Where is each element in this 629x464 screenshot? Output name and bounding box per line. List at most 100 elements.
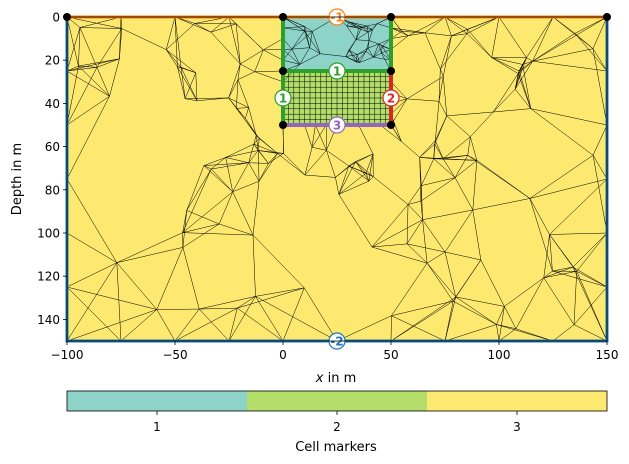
mesh-edge bbox=[116, 232, 183, 263]
colorbar-segment bbox=[427, 391, 607, 411]
mesh-edge bbox=[237, 287, 305, 309]
mesh-edge bbox=[228, 63, 241, 99]
mesh-edge bbox=[426, 262, 456, 298]
mesh-edge bbox=[433, 155, 468, 160]
x-tick-label: 150 bbox=[596, 348, 619, 362]
mesh-edge bbox=[304, 26, 310, 48]
mesh-edge bbox=[185, 98, 198, 101]
mesh-edge bbox=[240, 49, 264, 65]
mesh-edge bbox=[282, 59, 300, 65]
mesh-edge bbox=[211, 162, 249, 170]
mesh-edge bbox=[182, 210, 187, 248]
mesh-edge bbox=[526, 57, 533, 62]
mesh-edge bbox=[345, 56, 360, 63]
mesh-edge bbox=[210, 23, 237, 33]
mesh-edge bbox=[67, 58, 120, 72]
mesh-edge bbox=[232, 162, 249, 192]
mesh-edge bbox=[426, 263, 454, 302]
mesh-edge bbox=[491, 57, 520, 72]
mesh-edge bbox=[355, 31, 369, 40]
mesh-edge bbox=[236, 79, 239, 109]
mesh-edge bbox=[549, 232, 607, 235]
mesh-edge bbox=[312, 31, 321, 54]
mesh-edge bbox=[282, 64, 300, 82]
x-tick-label: −100 bbox=[51, 348, 84, 362]
mesh-edge bbox=[320, 53, 346, 57]
mesh-edge bbox=[543, 266, 574, 279]
mesh-edge bbox=[252, 234, 305, 289]
mesh-edge bbox=[109, 58, 120, 97]
mesh-edge bbox=[182, 223, 220, 233]
mesh-edge bbox=[166, 49, 196, 73]
mesh-edge bbox=[355, 54, 358, 63]
boundary-label-badge bbox=[382, 89, 400, 107]
boundary-label-text: 1 bbox=[279, 92, 287, 106]
mesh-edge bbox=[419, 157, 434, 160]
mesh-edge bbox=[446, 115, 471, 137]
mesh-edge bbox=[451, 33, 468, 37]
mesh-edge bbox=[258, 153, 278, 182]
mesh-edge bbox=[373, 56, 392, 61]
mesh-edge bbox=[517, 73, 531, 109]
mesh-edge bbox=[361, 26, 369, 33]
mesh-edge bbox=[346, 25, 362, 28]
mesh-edge bbox=[282, 26, 305, 29]
mesh-edge bbox=[311, 147, 327, 151]
mesh-edge bbox=[182, 191, 233, 233]
mesh-edge bbox=[228, 308, 238, 341]
mesh-edge bbox=[121, 28, 167, 50]
mesh-edge bbox=[371, 219, 423, 248]
boundary-label-text: -1 bbox=[330, 11, 343, 25]
mesh-edge bbox=[336, 315, 392, 341]
mesh-edge bbox=[455, 296, 497, 325]
mesh-edge bbox=[422, 219, 428, 264]
mesh-edge bbox=[116, 262, 122, 341]
mesh-edge bbox=[390, 300, 454, 341]
y-tick-label: 40 bbox=[45, 97, 60, 111]
mesh-edge bbox=[443, 136, 471, 159]
mesh-edge bbox=[514, 73, 519, 90]
mesh-edge bbox=[199, 308, 230, 341]
mesh-edge bbox=[165, 17, 176, 50]
boundary-label-text: 1 bbox=[333, 65, 341, 79]
mesh-edge bbox=[245, 107, 249, 119]
mesh-edge bbox=[574, 33, 594, 49]
mesh-edge bbox=[304, 287, 338, 341]
y-tick-label: 120 bbox=[37, 270, 60, 284]
mesh-edge bbox=[444, 209, 474, 253]
mesh-edge bbox=[156, 309, 176, 341]
mesh-edge bbox=[443, 76, 448, 116]
mesh-edge bbox=[420, 201, 423, 220]
mesh-edge bbox=[470, 136, 478, 161]
mesh-edge bbox=[348, 165, 367, 174]
mesh-edge bbox=[277, 153, 306, 176]
mesh-edge bbox=[253, 135, 257, 145]
x-tick-label: 0 bbox=[279, 348, 287, 362]
colorbar-tick-label: 2 bbox=[333, 420, 341, 434]
mesh-edge bbox=[443, 35, 452, 77]
mesh-edge bbox=[530, 108, 594, 156]
boundary-label-text: -2 bbox=[330, 335, 343, 349]
mesh-edge bbox=[421, 158, 434, 186]
x-tick-label: −50 bbox=[162, 348, 187, 362]
mesh-edge bbox=[311, 124, 327, 148]
mesh-edge bbox=[532, 17, 607, 62]
mesh-edge bbox=[467, 155, 531, 199]
mesh-edge bbox=[406, 219, 423, 244]
mesh-edge bbox=[182, 232, 254, 236]
mesh-edge bbox=[174, 17, 178, 67]
mesh-edge bbox=[349, 21, 368, 27]
mesh-edge bbox=[348, 49, 360, 63]
mesh-edge bbox=[420, 177, 456, 202]
mesh-edge bbox=[326, 150, 350, 167]
mesh-edge bbox=[496, 324, 516, 329]
mesh-edge bbox=[254, 70, 284, 72]
mesh-edge bbox=[255, 296, 338, 341]
colorbar-segment bbox=[247, 391, 427, 411]
mesh-edge bbox=[355, 161, 370, 182]
plot-frame bbox=[66, 16, 608, 342]
mesh-edge bbox=[304, 150, 327, 176]
mesh-edge bbox=[299, 47, 310, 65]
mesh-edge bbox=[177, 66, 196, 73]
